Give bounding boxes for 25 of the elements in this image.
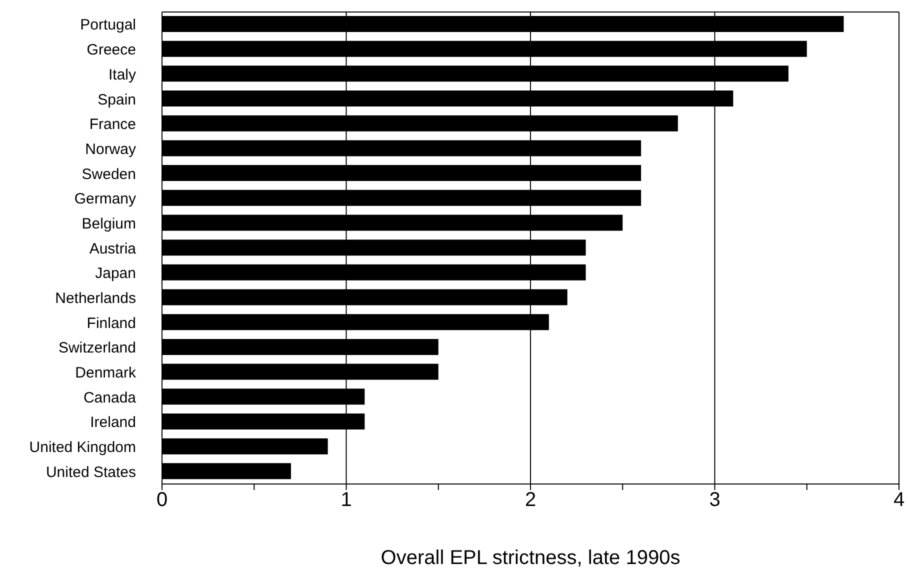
y-tick-label: Sweden bbox=[82, 166, 136, 183]
y-tick-label: Ireland bbox=[90, 414, 136, 432]
x-tick-label: 3 bbox=[709, 489, 720, 512]
y-tick-label: Germany bbox=[74, 190, 136, 208]
y-tick-label: Belgium bbox=[82, 215, 136, 232]
y-tick-label: Portugal bbox=[80, 16, 136, 34]
y-tick-label: France bbox=[89, 116, 136, 134]
y-tick-label: Switzerland bbox=[58, 340, 136, 357]
y-tick-label: Finland bbox=[86, 314, 136, 332]
x-axis-title: Overall EPL strictness, late 1990s bbox=[380, 547, 680, 569]
y-tick-label: Spain bbox=[98, 91, 136, 108]
y-tick-label: Italy bbox=[108, 66, 136, 84]
x-tick-label: 2 bbox=[524, 489, 536, 512]
x-tick-label: 4 bbox=[893, 489, 905, 512]
y-tick-label: Norway bbox=[85, 140, 136, 158]
x-tick-label: 0 bbox=[156, 489, 168, 512]
y-tick-label: Canada bbox=[83, 389, 137, 406]
y-tick-label: Japan bbox=[95, 265, 136, 282]
y-tick-label: United States bbox=[46, 464, 136, 481]
x-tick-label: 1 bbox=[340, 489, 352, 512]
y-tick-label: Denmark bbox=[75, 364, 136, 382]
y-tick-label: United Kingdom bbox=[29, 439, 136, 456]
y-tick-label: Netherlands bbox=[55, 290, 136, 308]
y-tick-label: Greece bbox=[86, 42, 136, 59]
y-tick-label: Austria bbox=[89, 240, 137, 258]
